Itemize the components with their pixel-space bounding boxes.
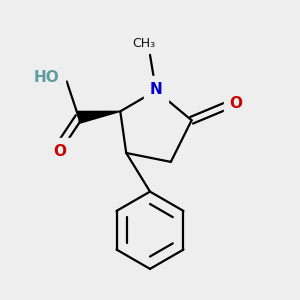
Text: N: N [150, 82, 162, 97]
Text: CH₃: CH₃ [133, 38, 156, 50]
Text: O: O [229, 96, 242, 111]
Text: O: O [53, 144, 66, 159]
Text: HO: HO [34, 70, 59, 85]
Polygon shape [78, 111, 120, 123]
